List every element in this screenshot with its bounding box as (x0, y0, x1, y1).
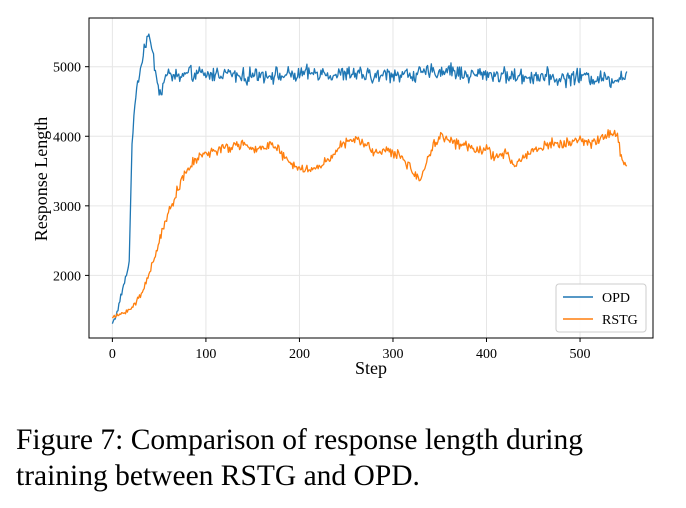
legend-label: RSTG (602, 313, 638, 328)
legend: OPD RSTG (555, 283, 647, 333)
x-tick-label: 0 (109, 347, 116, 362)
x-axis-label: Step (355, 358, 387, 378)
x-tick-label: 500 (570, 347, 591, 362)
axis-ticks: 0 100 200 300 400 500 2000 3000 4000 5000 (53, 61, 591, 362)
line-chart: 0 100 200 300 400 500 2000 3000 4000 5000 Step Re… (31, 17, 654, 378)
y-tick-label: 5000 (53, 61, 81, 76)
x-tick-label: 300 (382, 347, 403, 362)
x-tick-label: 400 (476, 347, 497, 362)
y-tick-label: 4000 (53, 130, 81, 145)
plot-area-frame (88, 17, 654, 339)
series-lines (111, 33, 628, 324)
figure-caption: Figure 7: Comparison of response length … (16, 424, 583, 492)
x-tick-label: 100 (195, 347, 216, 362)
legend-label: OPD (602, 291, 630, 306)
y-axis-label: Response Length (31, 117, 51, 241)
y-tick-label: 3000 (53, 200, 81, 215)
series-line-opd (111, 33, 628, 324)
x-tick-label: 200 (289, 347, 310, 362)
legend-box (555, 283, 647, 333)
y-tick-label: 2000 (53, 269, 81, 284)
series-line-rstg (111, 129, 628, 319)
